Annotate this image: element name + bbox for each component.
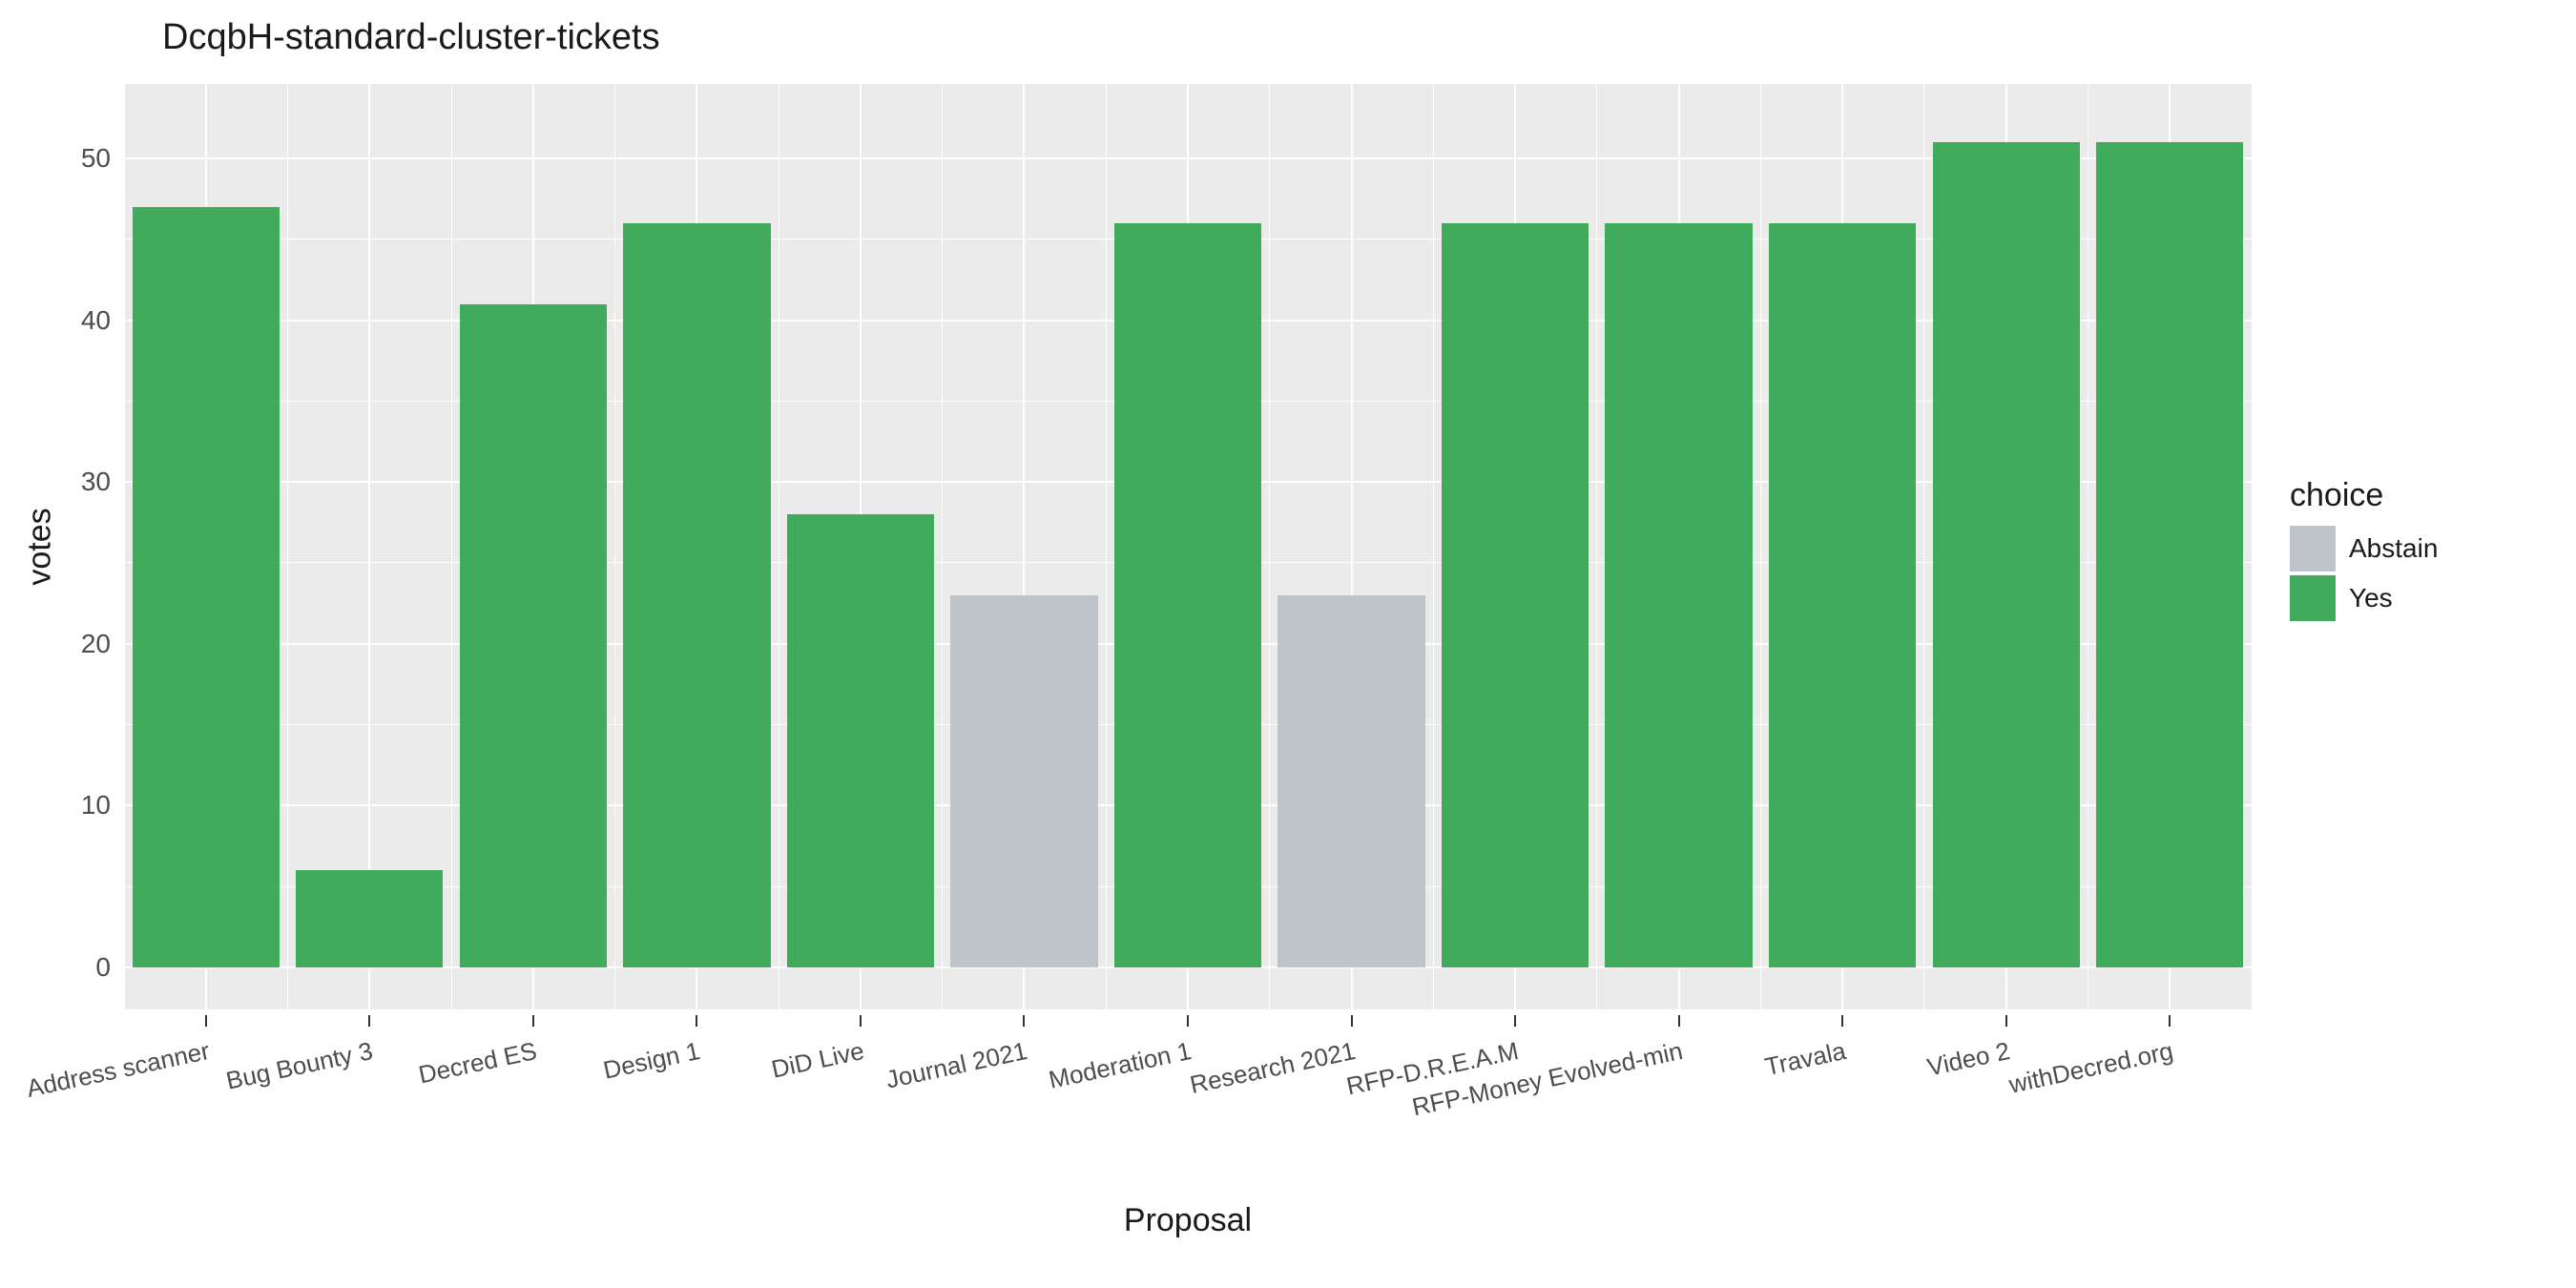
bar (1769, 223, 1916, 967)
grid-v-minor (1923, 84, 1924, 1009)
legend-item: Abstain (2290, 526, 2438, 571)
y-tick-label: 30 (81, 467, 124, 497)
grid-v-minor (614, 84, 615, 1009)
bar (1933, 142, 2080, 967)
bar (950, 595, 1097, 967)
bar (296, 870, 443, 967)
bar (1278, 595, 1424, 967)
x-tick-mark (1678, 1015, 1680, 1027)
bar (787, 514, 934, 967)
x-tick-mark (696, 1015, 697, 1027)
plot-panel: 01020304050 (124, 84, 2252, 1009)
y-tick-label: 50 (81, 143, 124, 174)
grid-v-minor (124, 84, 125, 1009)
legend-swatch (2290, 526, 2336, 571)
grid-v-minor (1269, 84, 1270, 1009)
bar (1605, 223, 1752, 967)
x-tick-mark (1351, 1015, 1353, 1027)
grid-v-minor (1596, 84, 1597, 1009)
y-tick-label: 20 (81, 629, 124, 659)
bar (1114, 223, 1261, 967)
x-axis-label: Proposal (1124, 1202, 1252, 1239)
grid-v-minor (942, 84, 943, 1009)
bar (2096, 142, 2243, 967)
x-tick-mark (2005, 1015, 2007, 1027)
grid-v-minor (2252, 84, 2253, 1009)
legend-swatch (2290, 575, 2336, 621)
legend-label: Yes (2349, 583, 2393, 613)
legend-key (2290, 526, 2336, 571)
y-axis-label: votes (22, 508, 59, 585)
grid-v-minor (1760, 84, 1761, 1009)
x-tick-mark (532, 1015, 534, 1027)
grid-v-minor (287, 84, 288, 1009)
bar (133, 207, 280, 967)
x-tick-mark (2169, 1015, 2171, 1027)
x-tick-mark (1187, 1015, 1189, 1027)
chart-title: DcqbH-standard-cluster-tickets (162, 17, 660, 58)
x-tick-mark (860, 1015, 862, 1027)
bar (623, 223, 770, 967)
bar (1442, 223, 1589, 967)
grid-v-minor (1433, 84, 1434, 1009)
x-tick-mark (1514, 1015, 1516, 1027)
y-tick-label: 0 (95, 952, 124, 983)
legend-item: Yes (2290, 575, 2438, 621)
grid-v-minor (1106, 84, 1107, 1009)
legend-key (2290, 575, 2336, 621)
y-tick-label: 40 (81, 305, 124, 336)
x-tick-mark (1023, 1015, 1025, 1027)
x-tick-mark (368, 1015, 370, 1027)
y-tick-label: 10 (81, 790, 124, 821)
x-tick-mark (1841, 1015, 1843, 1027)
bar (460, 304, 607, 967)
chart-container: DcqbH-standard-cluster-tickets 010203040… (0, 0, 2576, 1288)
x-tick-mark (205, 1015, 207, 1027)
legend: choice Abstain Yes (2290, 477, 2438, 625)
grid-v-minor (451, 84, 452, 1009)
legend-title: choice (2290, 477, 2438, 514)
legend-label: Abstain (2349, 533, 2438, 564)
